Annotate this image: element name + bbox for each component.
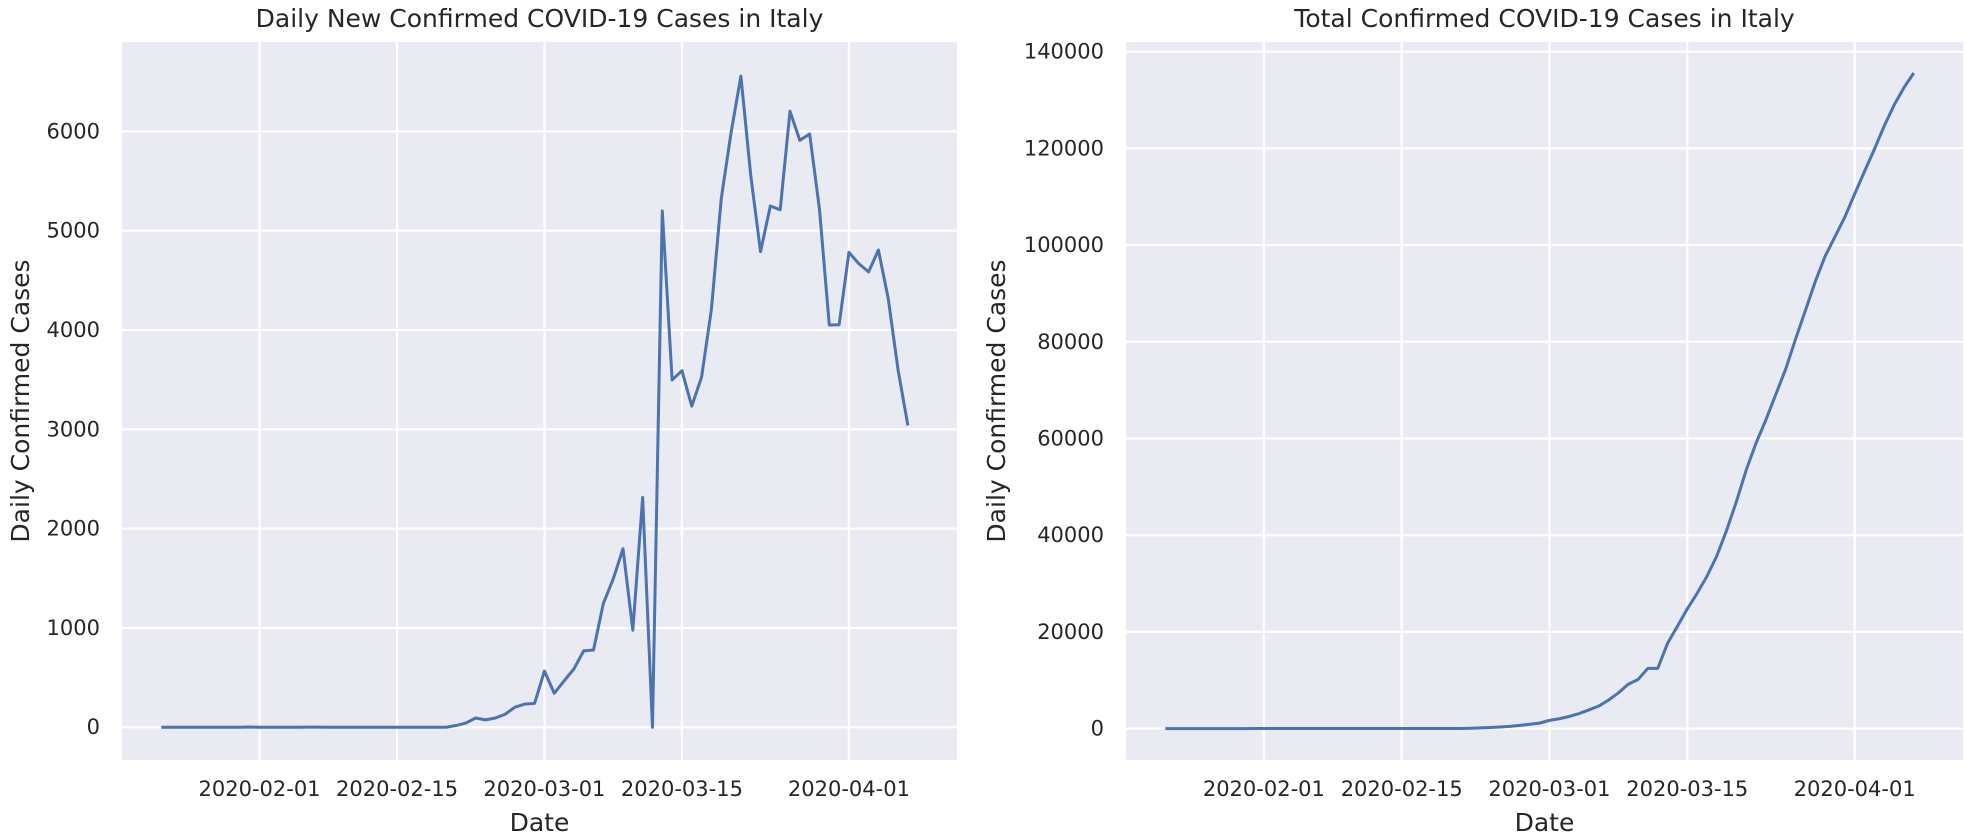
x-axis-label: Date [510, 808, 570, 837]
x-tick-label: 2020-04-01 [788, 777, 910, 801]
y-tick-label: 5000 [47, 219, 100, 243]
y-tick-label: 140000 [1024, 40, 1104, 64]
y-tick-label: 60000 [1037, 426, 1104, 450]
plot-area [1126, 42, 1963, 760]
y-axis-label: Daily Confirmed Cases [6, 259, 35, 542]
y-tick-label: 2000 [47, 517, 100, 541]
x-tick-label: 2020-03-01 [1488, 777, 1610, 801]
chart-panel-daily: 0 1000 2000 3000 4000 5000 6000 2020-02-01 2020-… [6, 4, 957, 837]
x-tick-label: 2020-03-15 [1626, 777, 1748, 801]
x-axis-label: Date [1515, 808, 1575, 837]
y-tick-label: 1000 [47, 616, 100, 640]
series-line [1165, 72, 1916, 731]
x-tick-label: 2020-03-15 [621, 777, 743, 801]
y-tick-label: 20000 [1037, 620, 1104, 644]
y-tick-label: 6000 [47, 119, 100, 143]
y-tick-label: 40000 [1037, 523, 1104, 547]
chart-panel-total: 0 20000 40000 60000 80000 100000 120000 140000 2… [982, 4, 1963, 837]
y-tick-label: 0 [1091, 717, 1104, 741]
x-tick-label: 2020-04-01 [1794, 777, 1916, 801]
y-tick-label: 3000 [47, 417, 100, 441]
y-axis-label: Daily Confirmed Cases [982, 259, 1011, 542]
y-tick-label: 0 [87, 715, 100, 739]
y-tick-label: 120000 [1024, 136, 1104, 160]
x-tick-label: 2020-02-01 [199, 777, 321, 801]
x-tick-label: 2020-02-15 [336, 777, 458, 801]
chart-title: Daily New Confirmed COVID-19 Cases in It… [256, 4, 824, 33]
y-tick-label: 80000 [1037, 330, 1104, 354]
y-tick-label: 100000 [1024, 233, 1104, 257]
series-line [161, 74, 910, 729]
chart-title: Total Confirmed COVID-19 Cases in Italy [1293, 4, 1795, 33]
plot-area [122, 42, 957, 760]
x-tick-label: 2020-02-15 [1341, 777, 1463, 801]
x-tick-label: 2020-02-01 [1203, 777, 1325, 801]
y-tick-label: 4000 [47, 318, 100, 342]
x-tick-label: 2020-03-01 [483, 777, 605, 801]
